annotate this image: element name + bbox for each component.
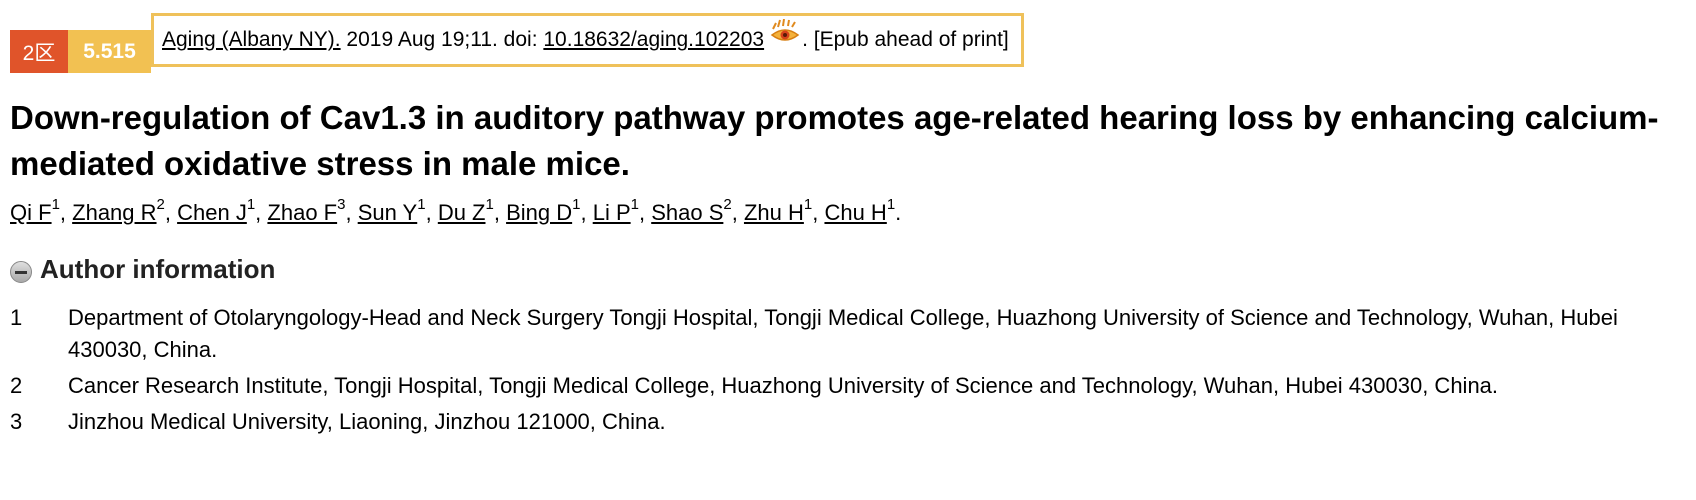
author-affiliation-number: 1 — [417, 196, 426, 213]
affiliation-list: 1 Department of Otolaryngology-Head and … — [10, 302, 1690, 442]
affiliation-text: Department of Otolaryngology-Head and Ne… — [68, 305, 1618, 362]
author-list: Qi F1, Zhang R2, Chen J1, Zhao F3, Sun Y… — [10, 196, 902, 225]
impact-factor-badge: 5.515 — [68, 30, 151, 73]
affiliation-number: 2 — [10, 373, 23, 398]
author-information-heading: Author information — [40, 254, 276, 284]
citation-bar: 2区 5.515 Aging (Albany NY). 2019 Aug 19;… — [10, 13, 1024, 73]
author-affiliation-number: 3 — [337, 196, 346, 213]
author-affiliation-number: 1 — [572, 196, 581, 213]
journal-link[interactable]: Aging (Albany NY). — [162, 28, 341, 51]
journal-zone-badge: 2区 — [10, 30, 68, 73]
author-affiliation-number: 1 — [803, 196, 813, 213]
affiliation-text: Cancer Research Institute, Tongji Hospit… — [68, 373, 1499, 398]
affiliation-text: Jinzhou Medical University, Liaoning, Ji… — [68, 409, 666, 434]
citation-date-volume: 2019 Aug 19;11. doi: — [340, 28, 544, 51]
epub-note: . [Epub ahead of print] — [802, 28, 1009, 51]
author-link[interactable]: Sun Y — [357, 200, 418, 225]
author-link[interactable]: Chu H — [824, 200, 887, 225]
author-link[interactable]: Zhang R — [72, 200, 157, 225]
affiliation-item: 3 Jinzhou Medical University, Liaoning, … — [10, 406, 1690, 438]
author-link[interactable]: Zhu H — [743, 200, 804, 225]
author-affiliation-number: 1 — [51, 196, 60, 213]
article-title: Down-regulation of Cav1.3 in auditory pa… — [10, 99, 1659, 182]
eye-icon[interactable] — [770, 18, 800, 47]
collapse-minus-icon[interactable] — [10, 260, 32, 283]
author-link[interactable]: Qi F — [10, 200, 52, 225]
author-affiliation-number: 2 — [723, 196, 732, 213]
author-link[interactable]: Chen J — [177, 200, 247, 225]
author-affiliation-number: 1 — [630, 196, 639, 213]
author-link[interactable]: Li P — [592, 200, 631, 225]
author-affiliation-number: 1 — [246, 196, 256, 213]
author-affiliation-number: 1 — [886, 196, 896, 213]
citation-box: Aging (Albany NY). 2019 Aug 19;11. doi: … — [151, 13, 1024, 67]
author-information-toggle[interactable]: Author information — [10, 254, 275, 285]
affiliation-item: 1 Department of Otolaryngology-Head and … — [10, 302, 1690, 366]
affiliation-item: 2 Cancer Research Institute, Tongji Hosp… — [10, 370, 1690, 402]
author-affiliation-number: 1 — [485, 196, 494, 213]
author-link[interactable]: Bing D — [506, 200, 573, 225]
affiliation-number: 3 — [10, 409, 23, 434]
author-link[interactable]: Du Z — [437, 200, 486, 225]
doi-link[interactable]: 10.18632/aging.102203 — [543, 28, 765, 51]
affiliation-number: 1 — [10, 305, 23, 330]
author-link[interactable]: Zhao F — [267, 200, 338, 225]
author-link[interactable]: Shao S — [651, 200, 724, 225]
author-affiliation-number: 2 — [156, 196, 165, 213]
